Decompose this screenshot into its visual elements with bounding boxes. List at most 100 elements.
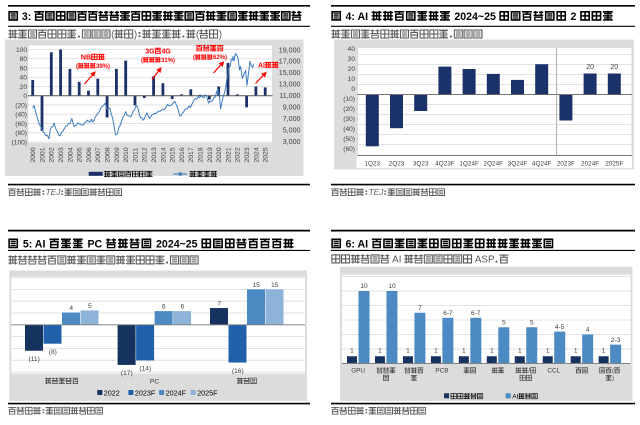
svg-text:NB: NB: [81, 55, 91, 62]
svg-text:2022: 2022: [235, 147, 242, 162]
svg-text:2010: 2010: [123, 147, 130, 162]
svg-text:20: 20: [586, 64, 594, 71]
svg-text:2016: 2016: [179, 147, 186, 162]
svg-text:6: AI: 6: AI: [343, 238, 371, 250]
svg-text:(40): (40): [343, 126, 355, 133]
svg-text:1: 1: [434, 348, 438, 355]
svg-text:2003: 2003: [58, 147, 65, 162]
svg-text:62%): 62%): [213, 55, 227, 61]
svg-text:1: 1: [602, 348, 606, 355]
svg-text:(20): (20): [343, 106, 355, 113]
svg-text:2024F: 2024F: [166, 388, 187, 397]
svg-text:(: (: [111, 30, 115, 41]
svg-text:30: 30: [348, 56, 356, 63]
svg-text:AI: AI: [512, 394, 518, 401]
svg-text:2Q24F: 2Q24F: [484, 161, 504, 168]
svg-text:5: AI: 5: AI: [20, 238, 48, 250]
svg-text:2014: 2014: [160, 147, 167, 162]
svg-text:AI: AI: [258, 63, 265, 70]
svg-text:20: 20: [20, 84, 28, 91]
svg-text:15: 15: [271, 282, 279, 289]
svg-text:13,000: 13,000: [279, 81, 301, 89]
svg-text:20: 20: [348, 66, 356, 73]
svg-text:2023F: 2023F: [135, 388, 156, 397]
svg-text:3Q24F: 3Q24F: [508, 161, 528, 168]
svg-text:3,000: 3,000: [283, 138, 301, 146]
svg-text:2021: 2021: [225, 147, 232, 162]
svg-text:1: 1: [406, 348, 410, 355]
svg-text:5,000: 5,000: [283, 126, 301, 134]
svg-text:(: (: [141, 58, 143, 64]
svg-text:2025F: 2025F: [605, 161, 623, 168]
svg-text:2019: 2019: [207, 147, 214, 162]
svg-text:(60): (60): [343, 146, 355, 153]
svg-text:2006: 2006: [86, 147, 93, 162]
svg-text:): ): [219, 30, 222, 41]
svg-text:10: 10: [348, 76, 356, 83]
svg-text:/: /: [528, 368, 530, 375]
svg-text:(50): (50): [343, 136, 355, 143]
svg-text:2023F: 2023F: [557, 161, 575, 168]
svg-text:2007: 2007: [95, 147, 102, 162]
svg-text:2-3: 2-3: [611, 337, 621, 344]
svg-text:39%): 39%): [96, 64, 110, 70]
svg-text:(: (: [196, 30, 200, 41]
svg-text:(: (: [612, 368, 615, 375]
svg-text:15: 15: [253, 282, 261, 289]
svg-text:4: 4: [586, 327, 590, 334]
svg-text:(16): (16): [232, 368, 244, 375]
svg-text:5: 5: [502, 319, 506, 326]
svg-text:31%): 31%): [161, 58, 175, 64]
svg-text:10: 10: [388, 283, 396, 290]
svg-text:3G: 3G: [145, 49, 155, 56]
svg-text:): ): [612, 375, 614, 382]
svg-text:2024~25: 2024~25: [153, 238, 200, 250]
svg-text:4Q24F: 4Q24F: [532, 161, 552, 168]
svg-text:ASP: ASP: [473, 255, 495, 266]
svg-text:2001: 2001: [39, 147, 46, 162]
svg-text:2011: 2011: [132, 148, 139, 163]
svg-text:(11): (11): [29, 356, 40, 363]
svg-text:3Q23: 3Q23: [413, 161, 429, 168]
svg-text:2025F: 2025F: [197, 388, 218, 397]
svg-text:(20): (20): [15, 102, 27, 109]
svg-text:2017: 2017: [188, 147, 195, 162]
svg-text:2023: 2023: [244, 147, 251, 162]
svg-text:40: 40: [348, 46, 356, 53]
svg-text:2025: 2025: [263, 147, 270, 162]
svg-text:1: 1: [350, 348, 354, 355]
svg-text:1Q24F: 1Q24F: [459, 161, 479, 168]
svg-text:(: (: [76, 64, 78, 70]
svg-text:2Q23: 2Q23: [389, 161, 405, 168]
svg-text:6: 6: [162, 304, 166, 311]
svg-text:(60): (60): [15, 121, 27, 128]
svg-text:2013: 2013: [151, 147, 158, 162]
svg-text:3:: 3:: [19, 11, 34, 23]
svg-text:(80): (80): [15, 130, 27, 137]
svg-text:2022: 2022: [104, 388, 120, 397]
svg-text:PCB: PCB: [435, 368, 448, 375]
svg-text:2020: 2020: [216, 147, 223, 162]
svg-text:4: AI: 4: AI: [343, 11, 371, 23]
svg-text:AI: AI: [390, 255, 404, 266]
svg-text:2008: 2008: [105, 147, 112, 162]
svg-text:6-7: 6-7: [443, 310, 453, 317]
svg-text:1: 1: [378, 348, 382, 355]
svg-text:(30): (30): [343, 116, 355, 123]
svg-text:(14): (14): [139, 366, 151, 373]
svg-text:5: 5: [530, 319, 534, 326]
svg-text:6: 6: [180, 304, 184, 311]
svg-text:20: 20: [610, 64, 618, 71]
svg-text:2009: 2009: [114, 147, 121, 162]
svg-text:0: 0: [351, 86, 355, 93]
svg-text:CCL: CCL: [547, 368, 560, 375]
svg-text:7,000: 7,000: [283, 115, 301, 123]
svg-text:5: 5: [88, 303, 92, 310]
svg-text:0: 0: [23, 93, 27, 100]
svg-text:2018: 2018: [198, 147, 205, 162]
svg-text:TEJ: TEJ: [369, 187, 385, 197]
svg-text:9,000: 9,000: [283, 104, 301, 112]
svg-text:2005: 2005: [77, 147, 84, 162]
svg-text:(40): (40): [15, 112, 27, 119]
svg-text:(8): (8): [49, 349, 57, 356]
